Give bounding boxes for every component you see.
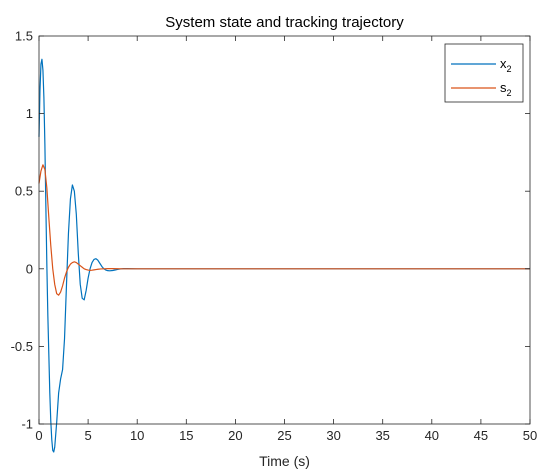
y-tick-label: 1.5 — [15, 29, 33, 44]
x-tick-label: 30 — [326, 428, 340, 443]
series-layer — [38, 58, 530, 453]
legend-box — [444, 43, 524, 103]
legend-label-x2-sub: 2 — [507, 64, 512, 74]
legend-label-s2: s2 — [500, 80, 512, 98]
y-tick-label: 1 — [26, 106, 33, 121]
y-tick-label: 0 — [26, 261, 33, 276]
y-tick-label: -1 — [21, 417, 33, 432]
x-tick-label: 50 — [523, 428, 537, 443]
x-tick-label: 15 — [179, 428, 193, 443]
y-tick-label: 0.5 — [15, 184, 33, 199]
x-tick-label: 45 — [474, 428, 488, 443]
x-tick-label: 5 — [84, 428, 91, 443]
legend-label-x2: x2 — [500, 56, 512, 74]
x-tick-label: 40 — [425, 428, 439, 443]
tick-layer: 0 5 10 15 20 25 30 35 40 45 50 -1 -0.5 0 0.5 1 1.5 — [11, 29, 538, 444]
x-axis-label: Time (s) — [259, 453, 310, 469]
legend: x2 s2 — [444, 43, 524, 103]
legend-label-s2-main: s — [500, 80, 507, 95]
legend-label-s2-sub: 2 — [507, 88, 512, 98]
x-tick-label: 20 — [228, 428, 242, 443]
series-line-s2 — [38, 164, 530, 296]
legend-label-x2-main: x — [500, 56, 507, 71]
chart-title: System state and tracking trajectory — [165, 14, 404, 31]
y-tick-label: -0.5 — [11, 339, 33, 354]
x-tick-label: 10 — [130, 428, 144, 443]
x-tick-label: 35 — [375, 428, 389, 443]
x-tick-label: 0 — [35, 428, 42, 443]
x-tick-label: 25 — [277, 428, 291, 443]
